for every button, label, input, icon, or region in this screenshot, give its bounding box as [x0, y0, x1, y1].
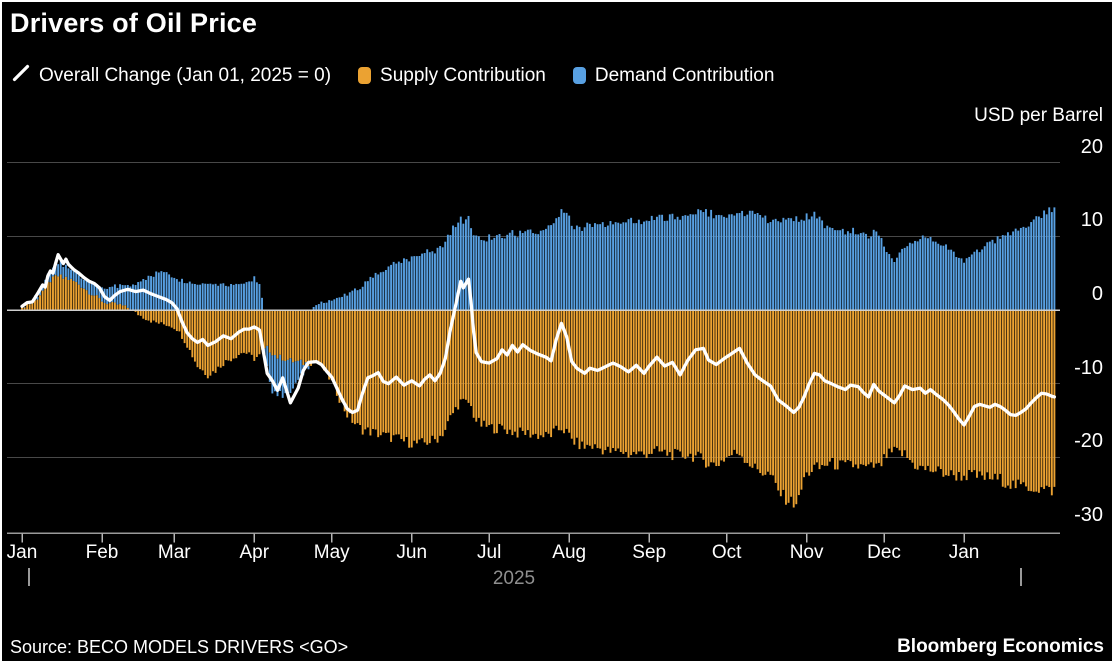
year-start-tick-left	[28, 568, 30, 586]
y-axis-unit-label: USD per Barrel	[974, 105, 1103, 126]
demand-swatch-icon	[572, 67, 586, 84]
y-axis-tick-label: -20	[1074, 430, 1103, 453]
y-axis-tick-label: -30	[1074, 504, 1103, 527]
x-axis-month-label: Oct	[711, 542, 742, 563]
brand: Bloomberg Economics	[897, 636, 1104, 657]
year-start-tick-right	[1020, 568, 1022, 586]
legend-item-supply: Supply Contribution	[358, 65, 546, 87]
x-axis-month-label: Jun	[396, 542, 428, 563]
legend-label-demand: Demand Contribution	[594, 64, 775, 86]
x-axis-month-label: Sep	[632, 542, 667, 563]
x-axis-month-label: Jan	[6, 542, 38, 563]
x-axis-month-label: Nov	[789, 542, 824, 563]
chart-title: Drivers of Oil Price	[10, 8, 258, 38]
y-axis-tick-label: 0	[1091, 283, 1103, 305]
x-axis-month-label: Jul	[477, 542, 502, 563]
x-axis-month-label: Aug	[552, 542, 587, 563]
x-axis-month-label: Apr	[239, 542, 270, 563]
legend-item-overall-change: Overall Change (Jan 01, 2025 = 0)	[12, 64, 331, 87]
x-axis-month-label: Mar	[157, 542, 191, 563]
legend-label-supply: Supply Contribution	[380, 64, 546, 86]
source-note: Source: BECO MODELS DRIVERS <GO>	[10, 637, 349, 657]
legend-item-demand: Demand Contribution	[572, 64, 775, 87]
y-axis-tick-label: -10	[1074, 356, 1103, 379]
supply-swatch-icon	[358, 67, 372, 84]
x-axis-month-label: May	[313, 542, 350, 563]
y-axis-tick-label: 10	[1080, 209, 1103, 232]
line-series-icon	[12, 64, 30, 87]
x-axis-month-label: Feb	[85, 542, 119, 563]
x-axis-month-label: Dec	[867, 542, 901, 563]
legend-label-overall-change: Overall Change (Jan 01, 2025 = 0)	[39, 64, 332, 86]
x-axis-year-label: 2025	[492, 568, 536, 589]
legend: Overall Change (Jan 01, 2025 = 0) Supply…	[12, 64, 774, 87]
y-axis-tick-label: 20	[1080, 135, 1103, 158]
x-axis-month-label: Jan	[948, 542, 980, 563]
